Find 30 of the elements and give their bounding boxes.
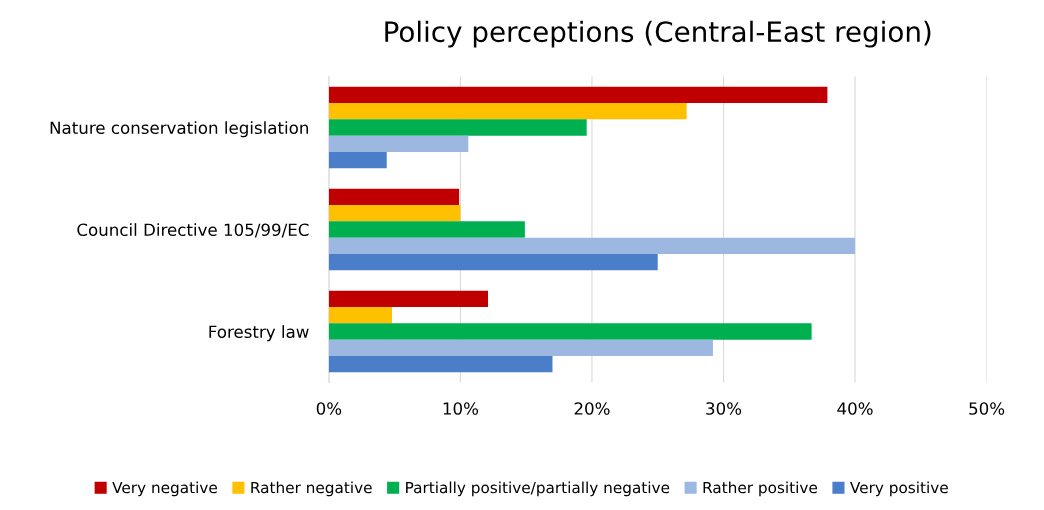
bar bbox=[328, 151, 387, 169]
bar bbox=[328, 119, 587, 136]
legend-label: Very negative bbox=[112, 481, 217, 497]
bar bbox=[328, 86, 828, 104]
bar bbox=[328, 253, 658, 271]
bar bbox=[328, 307, 392, 324]
bar bbox=[328, 290, 489, 308]
legend-label: Very positive bbox=[850, 481, 948, 497]
bar bbox=[328, 323, 812, 340]
x-tick-label: 50% bbox=[969, 402, 1005, 415]
bar bbox=[328, 205, 461, 222]
x-tick-label: 20% bbox=[574, 402, 610, 415]
bar bbox=[328, 339, 713, 356]
legend-label: Partially positive/partially negative bbox=[406, 481, 670, 497]
x-tick-label: 30% bbox=[706, 402, 742, 415]
chart-title: Policy perceptions (Central-East region) bbox=[385, 20, 931, 48]
y-tick-label: Forestry law bbox=[209, 325, 309, 342]
x-tick-label: 40% bbox=[837, 402, 873, 415]
legend-label: Rather positive bbox=[703, 481, 818, 497]
y-tick-label: Council Directive 105/99/EC bbox=[77, 223, 309, 238]
bar bbox=[328, 103, 687, 120]
bar bbox=[328, 135, 469, 152]
x-tick-label: 0% bbox=[316, 402, 342, 415]
bar bbox=[328, 188, 460, 206]
x-tick-label: 10% bbox=[443, 402, 479, 415]
bar bbox=[328, 221, 525, 238]
bar bbox=[328, 355, 553, 373]
bar bbox=[328, 237, 856, 254]
legend-label: Rather negative bbox=[251, 481, 372, 497]
y-tick-label: Nature conservation legislation bbox=[50, 121, 308, 138]
